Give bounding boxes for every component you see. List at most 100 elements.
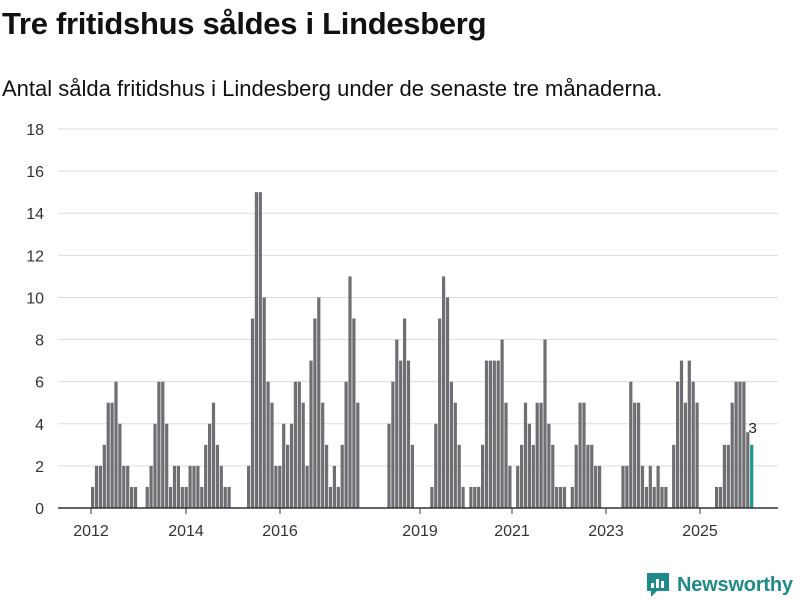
- bar: [118, 423, 122, 508]
- bar: [547, 423, 551, 508]
- bar: [527, 423, 531, 508]
- bar: [722, 444, 726, 508]
- bar: [496, 360, 500, 508]
- bar: [578, 402, 582, 508]
- y-tick-label: 6: [35, 375, 44, 392]
- newsworthy-brand-name: Newsworthy: [677, 573, 793, 596]
- y-tick-label: 4: [35, 417, 44, 434]
- bar: [570, 486, 574, 508]
- x-tick-label: 2019: [402, 523, 438, 540]
- bar: [516, 465, 520, 508]
- bar: [718, 486, 723, 508]
- bar: [114, 381, 118, 508]
- y-tick-label: 10: [26, 290, 44, 307]
- bar: [738, 381, 742, 508]
- bar: [691, 381, 695, 508]
- bar: [687, 360, 691, 508]
- x-tick-label: 2012: [73, 523, 109, 540]
- bar: [223, 486, 227, 508]
- x-tick-label: 2021: [494, 523, 530, 540]
- bar: [297, 381, 301, 508]
- bar: [352, 318, 356, 508]
- bar: [508, 465, 512, 508]
- x-tick-label: 2014: [168, 523, 204, 540]
- bar: [332, 465, 336, 508]
- bar: [598, 465, 602, 508]
- bar: [562, 486, 567, 508]
- bar: [504, 402, 508, 508]
- bar: [676, 381, 680, 508]
- bar: [644, 486, 648, 508]
- bar: [208, 423, 212, 508]
- bar: [317, 297, 321, 508]
- bar: [683, 402, 687, 508]
- bar: [133, 486, 138, 508]
- bar: [590, 444, 594, 508]
- bar: [555, 486, 559, 508]
- bar: [348, 276, 352, 508]
- bar: [445, 297, 450, 508]
- x-tick-label: 2025: [682, 523, 718, 540]
- bar: [215, 444, 219, 508]
- bar: [640, 465, 645, 508]
- y-tick-label: 8: [35, 333, 44, 350]
- bar: [742, 381, 746, 508]
- bar: [180, 486, 184, 508]
- bar: [403, 318, 407, 508]
- bar: [110, 402, 114, 508]
- bar: [457, 444, 461, 508]
- bar: [106, 402, 110, 508]
- bar: [258, 192, 262, 509]
- bar: [219, 465, 223, 508]
- bar: [399, 360, 403, 508]
- bar: [325, 444, 329, 508]
- bar: [274, 465, 278, 508]
- bar: [734, 381, 738, 508]
- bar: [270, 402, 274, 508]
- bar: [488, 360, 492, 508]
- bar: [204, 444, 208, 508]
- bar: [278, 465, 282, 508]
- bar: [637, 402, 641, 508]
- bar: [679, 360, 684, 508]
- bar: [94, 465, 99, 508]
- bar: [453, 402, 457, 508]
- bar: [492, 360, 496, 508]
- bar: [551, 444, 555, 508]
- bar: [266, 381, 270, 508]
- chart-subtitle: Antal sålda fritidshus i Lindesberg unde…: [2, 76, 663, 101]
- bar: [321, 402, 325, 508]
- bar: [461, 486, 465, 508]
- bar: [161, 381, 165, 508]
- y-tick-label: 14: [26, 206, 44, 223]
- bar: [531, 444, 535, 508]
- bar: [188, 465, 192, 508]
- bar: [664, 486, 668, 508]
- bar: [184, 486, 188, 508]
- bar: [438, 318, 442, 508]
- bar: [102, 444, 106, 508]
- bar: [652, 486, 656, 508]
- bar: [293, 381, 297, 508]
- bar: [356, 402, 360, 508]
- bar: [387, 423, 391, 508]
- bar: [520, 444, 524, 508]
- bar: [574, 444, 578, 508]
- bar: [430, 486, 434, 508]
- bar: [594, 465, 598, 508]
- bar: [500, 339, 504, 508]
- bar: [122, 465, 126, 508]
- bar: [391, 381, 395, 508]
- bar: [176, 465, 180, 508]
- bar: [481, 444, 485, 508]
- bar: [535, 402, 539, 508]
- bar: [157, 381, 161, 508]
- x-tick-label: 2023: [588, 523, 624, 540]
- bar: [250, 318, 255, 508]
- bar: [660, 486, 664, 508]
- bar: [406, 360, 411, 508]
- bar: [484, 360, 489, 508]
- bar: [629, 381, 633, 508]
- bar: [262, 297, 266, 508]
- y-tick-label: 16: [26, 164, 44, 181]
